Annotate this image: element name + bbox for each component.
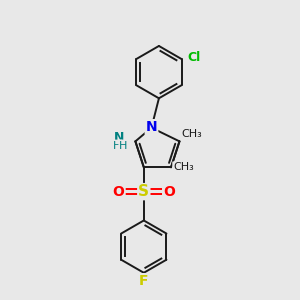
Text: H: H bbox=[119, 140, 128, 151]
Text: Cl: Cl bbox=[188, 51, 201, 64]
Text: N: N bbox=[114, 131, 124, 144]
Text: CH₃: CH₃ bbox=[173, 162, 194, 172]
Text: O: O bbox=[112, 184, 124, 199]
Text: H: H bbox=[113, 140, 122, 151]
Text: N: N bbox=[146, 120, 157, 134]
Text: CH₃: CH₃ bbox=[182, 129, 202, 139]
Text: F: F bbox=[139, 274, 148, 288]
Text: O: O bbox=[163, 184, 175, 199]
Text: S: S bbox=[138, 184, 149, 199]
